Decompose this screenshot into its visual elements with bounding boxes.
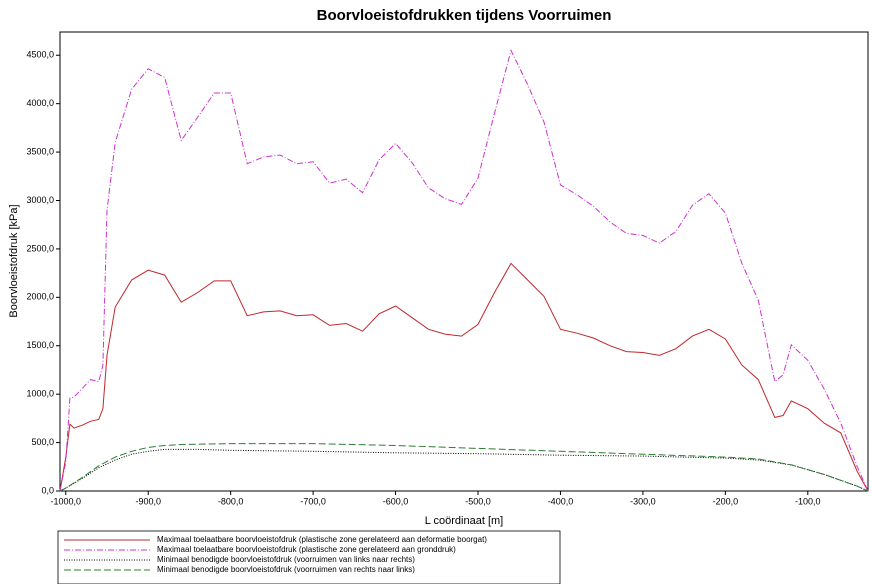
y-tick-label: 1500,0 <box>26 340 54 350</box>
x-tick-label: -400,0 <box>548 496 574 506</box>
series-line <box>59 262 869 492</box>
legend-label: Maximaal toelaatbare boorvloeistofdruk (… <box>157 535 487 544</box>
x-tick-label: -200,0 <box>713 496 739 506</box>
x-axis-label: L coördinaat [m] <box>425 515 503 527</box>
legend-label: Maximaal toelaatbare boorvloeistofdruk (… <box>157 545 456 554</box>
series-line <box>59 448 869 492</box>
legend-label: Minimaal benodigde boorvloeistofdruk (vo… <box>157 555 415 564</box>
y-tick-label: 2500,0 <box>26 243 54 253</box>
y-axis-label: Boorvloeistofdruk [kPa] <box>8 204 20 317</box>
x-tick-label: -100,0 <box>795 496 821 506</box>
y-tick-label: 4500,0 <box>26 50 54 60</box>
plot-frame <box>59 31 869 492</box>
x-tick-label: -600,0 <box>383 496 409 506</box>
legend-label: Minimaal benodigde boorvloeistofdruk (vo… <box>157 565 415 574</box>
x-tick-label: -500,0 <box>465 496 491 506</box>
y-tick-label: 1000,0 <box>26 389 54 399</box>
x-tick-label: -300,0 <box>630 496 656 506</box>
series-line <box>59 48 869 492</box>
y-tick-label: 0,0 <box>41 485 54 495</box>
y-tick-label: 3000,0 <box>26 195 54 205</box>
y-tick-label: 4000,0 <box>26 98 54 108</box>
y-tick-label: 500,0 <box>31 437 54 447</box>
y-tick-label: 2000,0 <box>26 292 54 302</box>
x-tick-label: -700,0 <box>300 496 326 506</box>
x-tick-label: -800,0 <box>218 496 244 506</box>
x-tick-label: -900,0 <box>135 496 161 506</box>
y-tick-label: 3500,0 <box>26 146 54 156</box>
chart-title: Boorvloeistofdrukken tijdens Voorruimen <box>317 7 612 24</box>
x-tick-label: -1000,0 <box>51 496 82 506</box>
series-line <box>59 443 869 492</box>
